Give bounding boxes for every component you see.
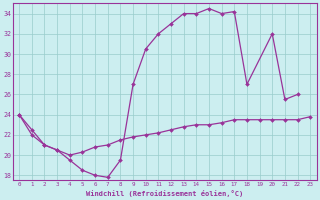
X-axis label: Windchill (Refroidissement éolien,°C): Windchill (Refroidissement éolien,°C)	[86, 190, 243, 197]
